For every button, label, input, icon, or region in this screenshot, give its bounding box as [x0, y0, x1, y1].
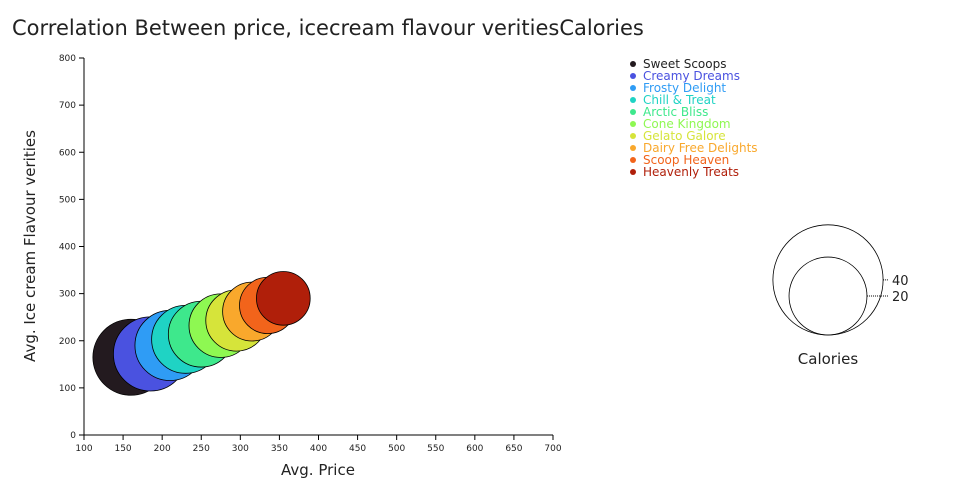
legend-label: Heavenly Treats	[643, 165, 740, 179]
legend-swatch	[630, 73, 636, 79]
legend-swatch	[630, 145, 636, 151]
y-tick-label: 200	[59, 337, 76, 347]
legend-label: Sweet Scoops	[643, 57, 727, 71]
x-tick-label: 550	[427, 444, 444, 454]
x-tick-label: 100	[75, 444, 92, 454]
legend-item[interactable]: Frosty Delight	[630, 82, 758, 94]
legend-item[interactable]: Heavenly Treats	[630, 166, 758, 178]
size-legend-label: 20	[892, 290, 909, 305]
legend-swatch	[630, 109, 636, 115]
legend-label: Frosty Delight	[643, 81, 727, 95]
data-point	[256, 271, 311, 326]
y-tick-label: 500	[59, 195, 76, 205]
legend-label: Cone Kingdom	[643, 117, 731, 131]
legend-item[interactable]: Gelato Galore	[630, 130, 758, 142]
legend-item[interactable]: Chill & Treat	[630, 94, 758, 106]
legend-swatch	[630, 97, 636, 103]
x-tick-label: 350	[271, 444, 288, 454]
y-tick-label: 700	[59, 101, 76, 111]
x-tick-label: 150	[114, 444, 131, 454]
x-tick-label: 200	[154, 444, 171, 454]
chart-title: Correlation Between price, icecream flav…	[12, 16, 644, 40]
y-tick-label: 800	[59, 54, 76, 64]
legend-item[interactable]: Arctic Bliss	[630, 106, 758, 118]
legend-swatch	[630, 121, 636, 127]
y-axis-label: Avg. Ice cream Flavour verities	[21, 130, 39, 362]
legend-label: Creamy Dreams	[643, 69, 740, 83]
x-tick-label: 300	[232, 444, 249, 454]
x-tick-label: 650	[505, 444, 522, 454]
y-tick-label: 300	[59, 290, 76, 300]
x-axis-label: Avg. Price	[281, 461, 355, 479]
legend-swatch	[630, 133, 636, 139]
legend-item[interactable]: Cone Kingdom	[630, 118, 758, 130]
x-tick-label: 450	[349, 444, 366, 454]
legend-item[interactable]: Sweet Scoops	[630, 58, 758, 70]
axes: 100 150 200 250 300 350 400 450 500 550 600 650 700 0…	[59, 54, 562, 454]
size-legend-title: Calories	[797, 350, 859, 368]
x-tick-label: 700	[544, 444, 561, 454]
x-tick-label: 250	[193, 444, 210, 454]
size-legend-circle	[772, 224, 884, 336]
legend-label: Arctic Bliss	[643, 105, 709, 119]
size-legend-circle	[788, 256, 868, 336]
y-tick-label: 400	[59, 243, 76, 253]
y-tick-label: 600	[59, 148, 76, 158]
data-points	[92, 271, 311, 396]
legend-label: Chill & Treat	[643, 93, 716, 107]
legend-swatch	[630, 157, 636, 163]
y-tick-label: 0	[70, 431, 76, 441]
x-tick-label: 500	[388, 444, 405, 454]
legend: Sweet Scoops Creamy Dreams Frosty Delight C…	[630, 58, 758, 178]
y-tick-label: 100	[59, 384, 76, 394]
legend-label: Dairy Free Delights	[643, 141, 758, 155]
legend-swatch	[630, 169, 636, 175]
legend-swatch	[630, 61, 636, 67]
x-tick-label: 400	[310, 444, 327, 454]
legend-swatch	[630, 85, 636, 91]
legend-label: Gelato Galore	[643, 129, 726, 143]
legend-item[interactable]: Dairy Free Delights	[630, 142, 758, 154]
legend-label: Scoop Heaven	[643, 153, 730, 167]
size-legend-label: 40	[892, 274, 909, 289]
legend-item[interactable]: Creamy Dreams	[630, 70, 758, 82]
legend-item[interactable]: Scoop Heaven	[630, 154, 758, 166]
x-tick-label: 600	[466, 444, 483, 454]
